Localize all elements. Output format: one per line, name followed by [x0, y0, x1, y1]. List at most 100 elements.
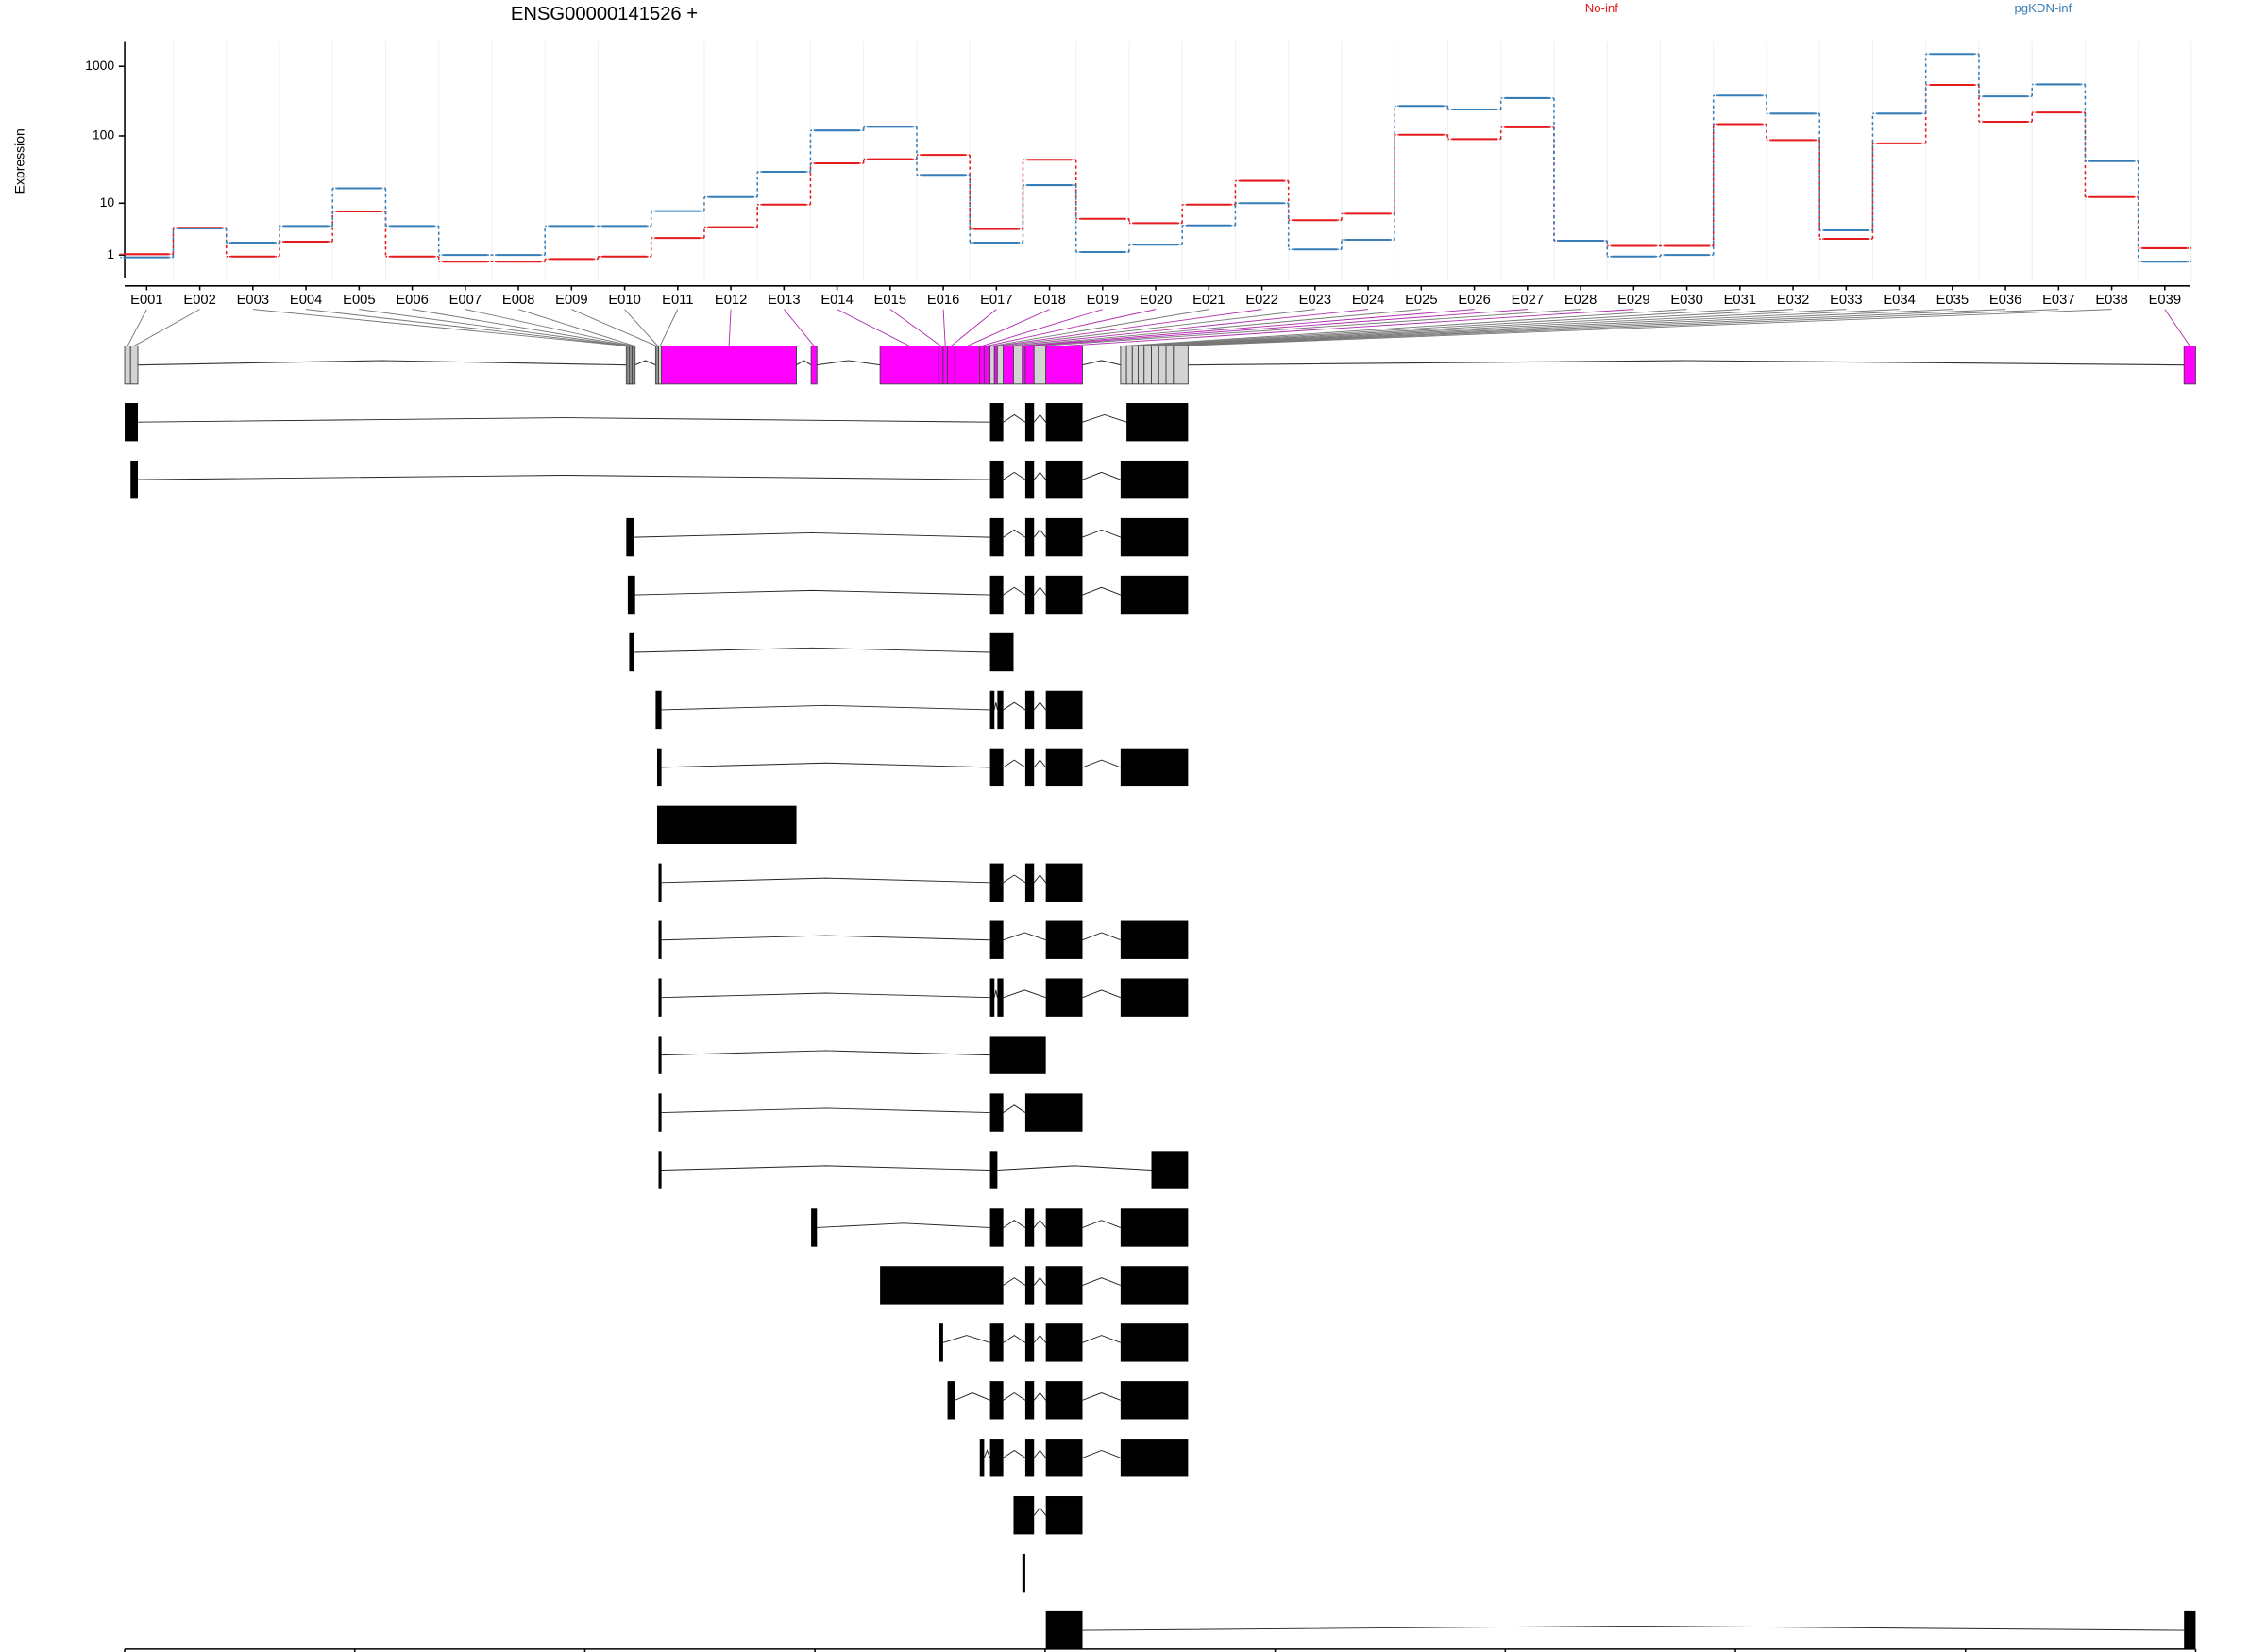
- exon: [1024, 1266, 1035, 1305]
- bin-connector: [133, 309, 200, 346]
- x-tick-label: E033: [1830, 293, 1862, 308]
- exon: [989, 1151, 998, 1189]
- bin-connector: [1155, 309, 1953, 346]
- exon-bin: [1033, 345, 1047, 385]
- exon-bin: [1151, 345, 1159, 385]
- x-tick-label: E011: [662, 293, 693, 308]
- exon: [1024, 403, 1035, 442]
- x-tick-label: E037: [2042, 293, 2074, 308]
- exon: [997, 978, 1004, 1017]
- exon: [1045, 978, 1083, 1017]
- exon: [1120, 748, 1189, 787]
- x-tick-label: E023: [1299, 293, 1331, 308]
- intron: [1082, 1392, 1122, 1401]
- exon-bin: [1125, 345, 1133, 385]
- exon: [989, 403, 1004, 442]
- exon: [658, 920, 662, 959]
- exon: [1045, 748, 1083, 787]
- intron: [661, 992, 990, 999]
- intron: [634, 531, 990, 538]
- x-tick-label: E006: [396, 293, 428, 308]
- exon: [130, 460, 139, 499]
- intron: [993, 989, 998, 998]
- exon-bin: [979, 345, 985, 385]
- intron: [1003, 1277, 1026, 1286]
- intron: [1033, 759, 1047, 768]
- intron: [137, 417, 990, 423]
- intron: [1033, 586, 1047, 596]
- exon: [655, 690, 662, 730]
- exon: [989, 1381, 1004, 1420]
- intron: [634, 589, 990, 596]
- exon-bin: [1143, 345, 1152, 385]
- exon: [989, 575, 1004, 615]
- intron: [1082, 1335, 1122, 1343]
- x-tick-label: E002: [183, 293, 215, 308]
- exon: [1024, 1093, 1083, 1132]
- intron: [661, 935, 990, 941]
- exon-bin: [947, 345, 955, 385]
- x-tick-label: E008: [502, 293, 534, 308]
- x-tick-label: E013: [768, 293, 800, 308]
- exon-bin: [2183, 345, 2196, 385]
- gene-intron: [817, 360, 881, 366]
- exon: [989, 517, 1004, 557]
- x-tick-label: E025: [1405, 293, 1437, 308]
- bin-connector: [728, 309, 732, 346]
- exon-bin: [1045, 345, 1083, 385]
- exon: [1024, 690, 1035, 730]
- legend-label: No-inf: [1585, 1, 1619, 15]
- x-tick-label: E027: [1512, 293, 1544, 308]
- bin-connector: [1008, 309, 1369, 346]
- x-tick-label: E026: [1458, 293, 1490, 308]
- intron: [1003, 1335, 1026, 1343]
- x-tick-label: E012: [715, 293, 747, 308]
- exon: [656, 805, 797, 845]
- bin-connector: [465, 309, 634, 346]
- gene-intron: [1082, 360, 1121, 366]
- bin-connector: [517, 309, 635, 346]
- exon: [1024, 460, 1035, 499]
- intron: [1033, 471, 1047, 480]
- intron: [634, 647, 990, 653]
- intron: [661, 1165, 990, 1171]
- intron: [1033, 701, 1047, 711]
- bin-connector: [1162, 309, 2006, 346]
- intron: [1082, 529, 1122, 538]
- bin-connector: [412, 309, 632, 346]
- exon: [1120, 575, 1189, 615]
- exon-bin: [661, 345, 798, 385]
- intron: [1082, 413, 1127, 423]
- intron: [1082, 586, 1122, 596]
- y-tick-label: 1000: [85, 58, 114, 73]
- exon: [656, 748, 662, 787]
- exon: [989, 1093, 1004, 1132]
- x-tick-label: E030: [1670, 293, 1702, 308]
- intron: [661, 877, 990, 884]
- exon: [1120, 1208, 1189, 1247]
- exon: [1045, 1610, 1083, 1650]
- exon: [1024, 1323, 1035, 1362]
- exon: [658, 1151, 662, 1189]
- intron: [137, 475, 990, 480]
- exon-bin: [1173, 345, 1189, 385]
- exon: [1120, 920, 1189, 959]
- gene-intron: [1188, 360, 2185, 366]
- intron: [817, 1222, 990, 1228]
- bin-connector: [995, 309, 1262, 346]
- exon: [1151, 1151, 1189, 1189]
- exon-bin: [996, 345, 1005, 385]
- intron: [1003, 1449, 1026, 1458]
- bin-connector: [981, 309, 1103, 346]
- intron: [661, 1107, 990, 1114]
- intron: [1033, 1507, 1047, 1516]
- intron: [1003, 586, 1026, 596]
- exon: [989, 978, 995, 1017]
- exon: [1024, 517, 1035, 557]
- x-tick-label: E018: [1033, 293, 1065, 308]
- exon: [1045, 690, 1083, 730]
- x-tick-label: E001: [130, 293, 162, 308]
- intron: [1082, 471, 1122, 480]
- x-tick-label: E029: [1617, 293, 1649, 308]
